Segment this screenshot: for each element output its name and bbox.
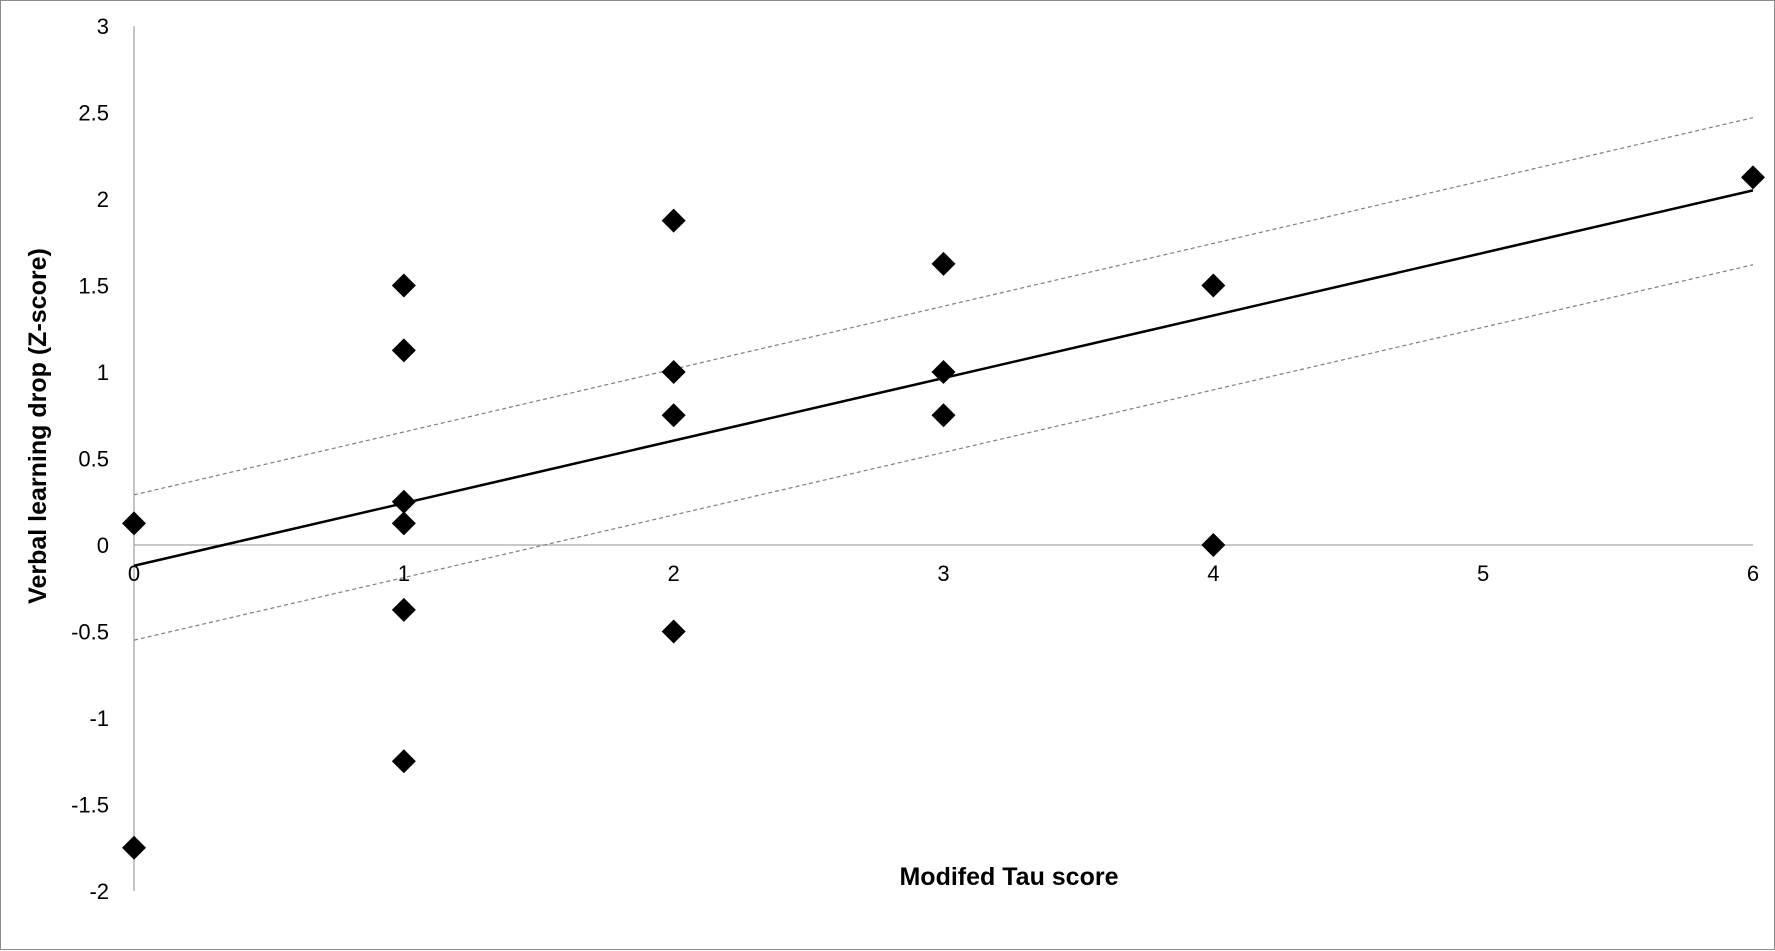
- upper-bound-line: [133, 117, 1754, 496]
- x-tick-label: 2: [668, 561, 680, 586]
- data-point-diamond: [391, 273, 416, 298]
- x-tick-label: 0: [128, 561, 140, 586]
- x-tick-label: 4: [1207, 561, 1219, 586]
- data-point-diamond: [661, 208, 686, 233]
- data-point-diamond: [1201, 273, 1226, 298]
- data-point-diamond: [391, 338, 416, 363]
- x-tick-label: 3: [937, 561, 949, 586]
- x-tick-label: 5: [1477, 561, 1489, 586]
- data-point-diamond: [122, 835, 146, 860]
- data-point-diamond: [661, 619, 686, 644]
- x-tick-label: 6: [1747, 561, 1759, 586]
- data-points: [122, 165, 1765, 860]
- data-point-diamond: [931, 403, 956, 428]
- y-tick-label: 1: [97, 360, 109, 385]
- y-axis-title: Verbal learning drop (Z-score): [24, 248, 52, 604]
- y-tick-label: 2.5: [78, 101, 109, 126]
- data-point-diamond: [1201, 533, 1226, 557]
- y-tick-label: -2: [89, 879, 109, 904]
- data-point-diamond: [1741, 165, 1765, 190]
- axes: [133, 26, 1753, 891]
- y-tick-label: 3: [97, 14, 109, 39]
- y-tick-label: -1: [89, 706, 109, 731]
- data-point-diamond: [931, 251, 956, 276]
- x-axis-title: Modifed Tau score: [899, 863, 1118, 891]
- data-point-diamond: [391, 489, 416, 514]
- y-tick-label: 0: [97, 533, 109, 558]
- data-point-diamond: [661, 403, 686, 428]
- lower-bound-line: [133, 264, 1754, 641]
- y-tick-label: -0.5: [71, 620, 109, 645]
- data-point-diamond: [931, 360, 956, 384]
- tick-labels: 0 1 2 3 4 5 6 3 2.5 2 1.5 1 0.5 0 -0.5 -1 -1.5 -2: [71, 14, 1759, 904]
- y-tick-label: 2: [97, 187, 109, 212]
- y-tick-label: 1.5: [78, 274, 109, 299]
- data-point-diamond: [391, 511, 416, 536]
- data-point-diamond: [661, 360, 686, 384]
- x-tick-label: 1: [398, 561, 410, 586]
- data-point-diamond: [122, 511, 146, 536]
- y-tick-label: 0.5: [78, 447, 109, 472]
- y-tick-label: -1.5: [71, 793, 109, 818]
- data-point-diamond: [391, 749, 416, 774]
- data-point-diamond: [391, 597, 416, 622]
